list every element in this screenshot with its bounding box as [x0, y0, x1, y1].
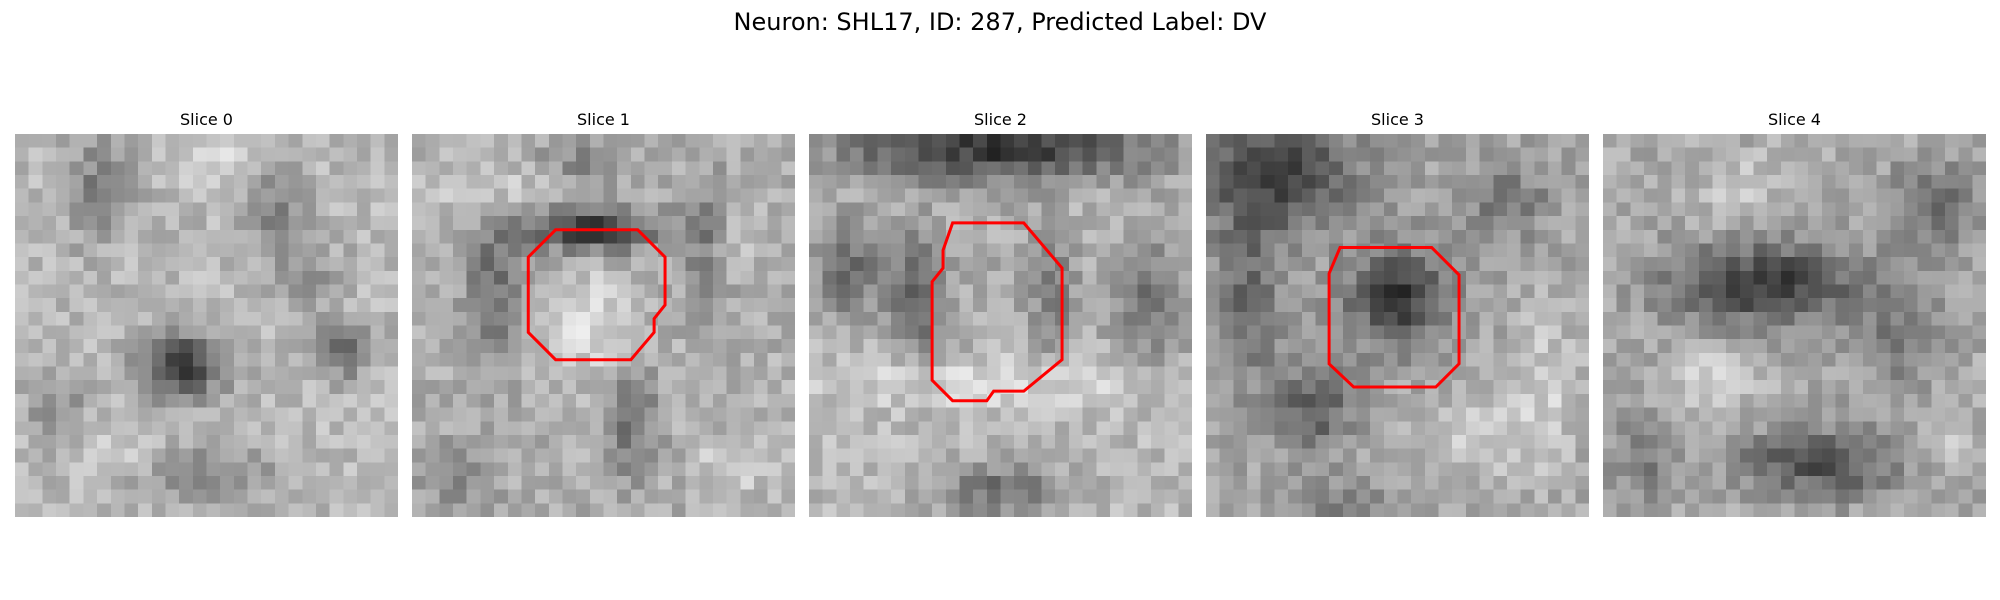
- slice-image-svg: [412, 134, 795, 517]
- slice-image-svg: [15, 134, 398, 517]
- slice-image-svg: [1603, 134, 1986, 517]
- slice-image: [809, 134, 1192, 517]
- figure-title: Neuron: SHL17, ID: 287, Predicted Label:…: [733, 8, 1267, 36]
- roi-outline: [930, 221, 1064, 403]
- slice-image: [1206, 134, 1589, 517]
- slice-image-svg: [809, 134, 1192, 517]
- slice-image: [1603, 134, 1986, 517]
- panel-slice-4: Slice 4: [1603, 108, 1986, 517]
- slice-image: [412, 134, 795, 517]
- panel-title: Slice 2: [974, 110, 1027, 129]
- panel-slice-1: Slice 1: [412, 108, 795, 517]
- roi-outline: [1327, 246, 1461, 389]
- panel-slice-2: Slice 2: [809, 108, 1192, 517]
- panel-title: Slice 0: [180, 110, 233, 129]
- slice-image: [15, 134, 398, 517]
- panel-title: Slice 3: [1371, 110, 1424, 129]
- roi-outline: [526, 228, 667, 362]
- panel-title: Slice 4: [1768, 110, 1821, 129]
- panel-slice-0: Slice 0: [15, 108, 398, 517]
- panel-title: Slice 1: [577, 110, 630, 129]
- slice-image-svg: [1206, 134, 1589, 517]
- panel-slice-3: Slice 3: [1206, 108, 1589, 517]
